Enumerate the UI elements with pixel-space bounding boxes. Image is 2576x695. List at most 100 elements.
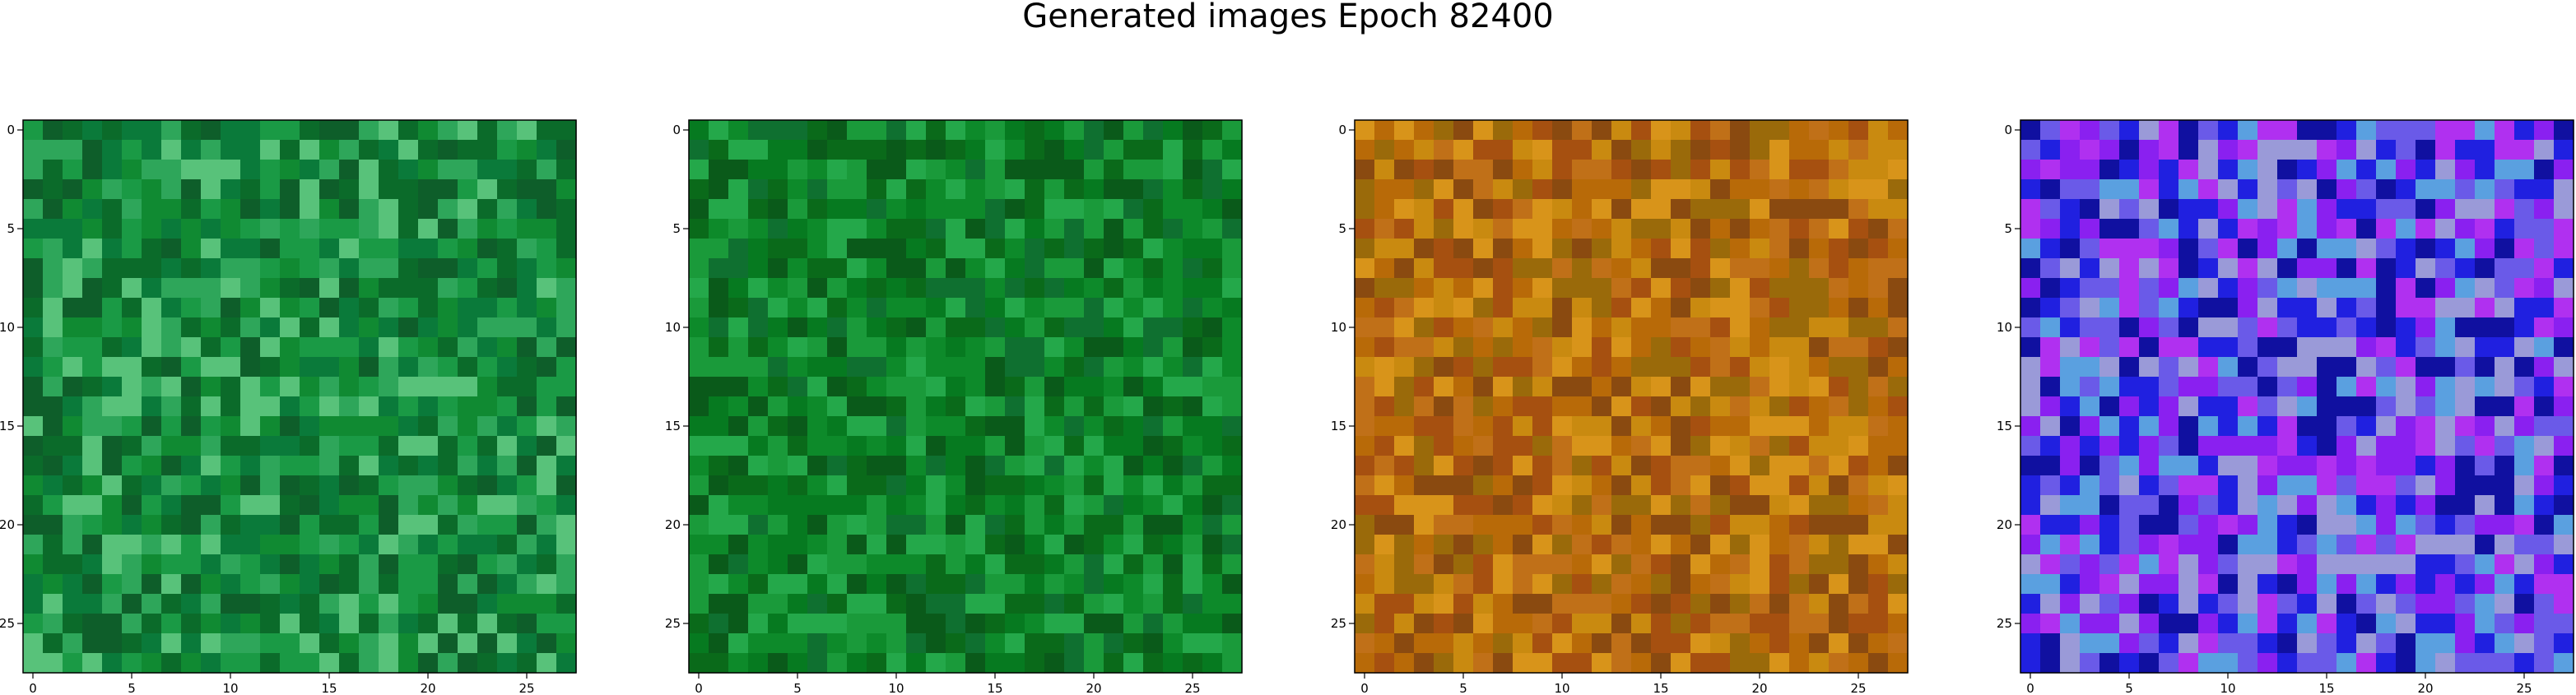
pixel-cell	[201, 495, 221, 516]
pixel-cell	[906, 140, 927, 160]
pixel-cell	[438, 258, 458, 279]
pixel-cell	[2416, 120, 2436, 141]
pixel-cell	[965, 475, 986, 496]
pixel-cell	[1829, 653, 1849, 674]
pixel-cell	[2139, 337, 2160, 358]
pixel-cell	[1453, 140, 1474, 160]
pixel-cell	[1064, 475, 1085, 496]
pixel-cell	[1730, 396, 1751, 417]
pixel-cell	[2396, 377, 2416, 397]
pixel-cell	[1690, 278, 1711, 299]
pixel-cell	[1592, 298, 1612, 318]
pixel-cell	[2020, 219, 2041, 239]
y-tick-label: 20	[1331, 517, 1346, 532]
pixel-cell	[1532, 278, 1553, 299]
pixel-cell	[2277, 653, 2298, 674]
pixel-cell	[2534, 140, 2555, 160]
pixel-cell	[1044, 357, 1065, 378]
pixel-grid	[1355, 120, 1909, 674]
pixel-cell	[2139, 239, 2160, 259]
pixel-cell	[2356, 120, 2377, 141]
pixel-cell	[2554, 495, 2574, 516]
panel-2: 0 5 10 15 20 25 0 5 10 15 20 25	[689, 120, 1242, 673]
pixel-cell	[1552, 298, 1573, 318]
pixel-cell	[1104, 219, 1124, 239]
pixel-cell	[1202, 495, 1223, 516]
pixel-cell	[379, 179, 399, 200]
pixel-cell	[1829, 574, 1849, 595]
pixel-cell	[359, 475, 379, 496]
pixel-cell	[709, 179, 729, 200]
pixel-cell	[1592, 120, 1612, 141]
pixel-cell	[985, 475, 1006, 496]
pixel-cell	[379, 337, 399, 358]
pixel-cell	[788, 456, 808, 476]
pixel-cell	[2534, 120, 2555, 141]
pixel-cell	[2080, 456, 2100, 476]
pixel-cell	[2376, 574, 2397, 595]
pixel-cell	[161, 515, 182, 535]
pixel-cell	[2257, 633, 2278, 654]
pixel-cell	[1374, 337, 1395, 358]
pixel-cell	[1671, 120, 1691, 141]
pixel-cell	[1848, 377, 1869, 397]
pixel-cell	[906, 456, 927, 476]
pixel-cell	[1044, 416, 1065, 437]
pixel-cell	[965, 396, 986, 417]
pixel-cell	[886, 160, 907, 180]
pixel-cell	[847, 475, 867, 496]
pixel-cell	[2159, 377, 2179, 397]
pixel-cell	[438, 574, 458, 595]
pixel-cell	[2178, 160, 2199, 180]
pixel-cell	[1414, 120, 1434, 141]
pixel-cell	[946, 337, 966, 358]
pixel-cell	[23, 633, 44, 654]
pixel-cell	[2317, 298, 2337, 318]
pixel-cell	[2475, 653, 2495, 674]
pixel-cell	[43, 574, 63, 595]
pixel-cell	[768, 120, 788, 141]
pixel-cell	[556, 219, 577, 239]
pixel-cell	[2534, 653, 2555, 674]
pixel-cell	[748, 377, 769, 397]
pixel-cell	[517, 614, 537, 634]
pixel-cell	[867, 554, 887, 575]
pixel-cell	[280, 535, 300, 555]
pixel-cell	[1572, 416, 1593, 437]
pixel-cell	[418, 278, 439, 299]
pixel-cell	[537, 535, 557, 555]
pixel-cell	[1044, 653, 1065, 674]
pixel-cell	[728, 317, 749, 338]
pixel-cell	[2534, 456, 2555, 476]
pixel-cell	[1414, 199, 1434, 220]
pixel-cell	[1123, 416, 1144, 437]
pixel-cell	[1183, 239, 1203, 259]
pixel-cell	[1631, 436, 1652, 456]
pixel-cell	[1123, 456, 1144, 476]
pixel-cell	[1513, 574, 1533, 595]
pixel-cell	[1750, 535, 1770, 555]
pixel-cell	[886, 317, 907, 338]
pixel-cell	[2119, 416, 2140, 437]
pixel-cell	[556, 456, 577, 476]
pixel-cell	[2099, 495, 2120, 516]
pixel-cell	[2376, 317, 2397, 338]
pixel-cell	[458, 219, 478, 239]
pixel-cell	[2337, 495, 2357, 516]
pixel-cell	[2376, 554, 2397, 575]
pixel-cell	[319, 653, 340, 674]
pixel-cell	[458, 140, 478, 160]
pixel-cell	[2475, 436, 2495, 456]
pixel-cell	[517, 179, 537, 200]
pixel-cell	[1044, 614, 1065, 634]
image-axes-4: 0 5 10 15 20 250510152025	[2020, 120, 2574, 673]
pixel-cell	[2060, 535, 2081, 555]
pixel-cell	[122, 179, 142, 200]
pixel-cell	[1631, 475, 1652, 496]
pixel-cell	[1104, 298, 1124, 318]
pixel-cell	[2337, 357, 2357, 378]
pixel-cell	[689, 515, 709, 535]
pixel-cell	[1690, 574, 1711, 595]
pixel-cell	[2198, 239, 2219, 259]
pixel-cell	[2080, 515, 2100, 535]
